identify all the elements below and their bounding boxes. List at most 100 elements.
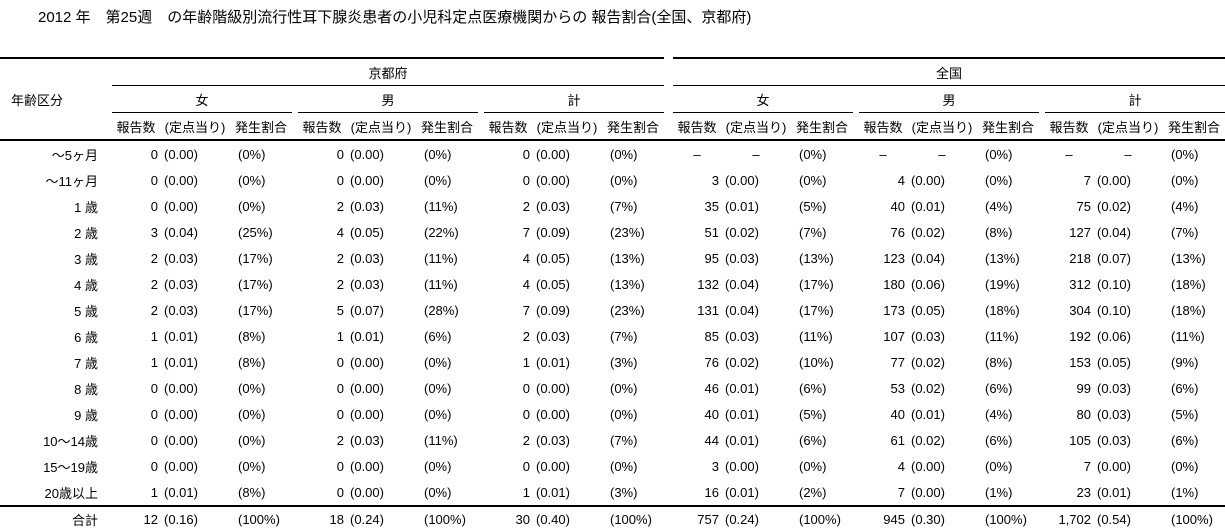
per-sentinel-cell: (0.03): [911, 328, 945, 344]
per-sentinel-cell: (0.02): [725, 224, 759, 240]
metric-header-reports: 報告数: [673, 112, 721, 141]
percent-cell: (5%): [799, 198, 827, 214]
percent-cell: (11%): [424, 250, 458, 266]
count-cell: 2: [336, 432, 344, 448]
gender-header-national-male: 男: [859, 85, 1039, 113]
count-cell: 0: [522, 406, 530, 422]
count-cell: 173: [883, 302, 905, 318]
count-cell: 77: [890, 354, 905, 370]
percent-cell: (18%): [1171, 276, 1206, 292]
per-sentinel-cell: (0.00): [164, 172, 198, 188]
percent-cell: (17%): [799, 276, 834, 292]
table-row: 20歳以上 1 (0.01) (8%) 0 (0.00) (0%) 1 (0.0…: [0, 479, 1225, 506]
per-sentinel-cell: (0.04): [911, 250, 945, 266]
per-sentinel-cell: (0.04): [725, 276, 759, 292]
percent-cell: (0%): [238, 172, 266, 188]
gender-header-kyoto-female: 女: [112, 85, 292, 113]
count-cell: –: [1065, 146, 1073, 162]
metric-header-reports: 報告数: [1045, 112, 1093, 141]
column-gap: [664, 323, 673, 349]
percent-cell: (11%): [424, 432, 458, 448]
table-row: ～5ヶ月 0 (0.00) (0%) 0 (0.00) (0%) 0 (0.00…: [0, 140, 1225, 167]
metric-header-reports: 報告数: [859, 112, 907, 141]
column-gap: [664, 112, 673, 141]
count-cell: 131: [697, 302, 719, 318]
percent-cell: (100%): [416, 505, 478, 528]
percent-cell: (0%): [610, 380, 638, 396]
count-cell: 0: [522, 380, 530, 396]
age-cell: ～11ヶ月: [45, 173, 99, 189]
percent-cell: (100%): [1163, 505, 1225, 528]
percent-cell: (0%): [610, 406, 638, 422]
per-sentinel-cell: (0.40): [532, 505, 602, 528]
count-cell: 0: [336, 406, 344, 422]
count-cell: 2: [336, 198, 344, 214]
percent-cell: (0%): [424, 406, 452, 422]
percent-cell: (11%): [985, 328, 1019, 344]
table-row: 1 歳 0 (0.00) (0%) 2 (0.03) (11%) 2 (0.03…: [0, 193, 1225, 219]
age-cell: ～5ヶ月: [51, 147, 98, 163]
column-gap: [664, 219, 673, 245]
per-sentinel-cell: (0.01): [911, 406, 945, 422]
percent-cell: (0%): [424, 458, 452, 474]
per-sentinel-cell: (0.03): [350, 250, 384, 266]
percent-cell: (23%): [610, 302, 645, 318]
count-cell: 1,702: [1045, 505, 1093, 528]
percent-cell: (13%): [985, 250, 1020, 266]
column-gap: [664, 86, 673, 113]
count-cell: 127: [1069, 224, 1091, 240]
per-sentinel-cell: (0.02): [1097, 198, 1131, 214]
count-cell: 40: [890, 406, 905, 422]
per-sentinel-cell: (0.09): [536, 224, 570, 240]
percent-cell: (28%): [424, 302, 459, 318]
count-cell: 0: [522, 146, 530, 162]
count-cell: 0: [336, 146, 344, 162]
count-cell: 2: [336, 276, 344, 292]
metric-header-reports: 報告数: [112, 112, 160, 141]
percent-cell: (8%): [238, 484, 266, 500]
percent-cell: (0%): [610, 172, 638, 188]
age-cell: 3 歳: [74, 251, 98, 267]
age-column-header: 年齢区分: [0, 57, 112, 141]
count-cell: 35: [704, 198, 719, 214]
percent-cell: (0%): [1171, 172, 1199, 188]
gender-header-national-female: 女: [673, 85, 853, 113]
count-cell: 46: [704, 380, 719, 396]
per-sentinel-cell: (0.03): [536, 432, 570, 448]
column-gap: [664, 375, 673, 401]
count-cell: 75: [1076, 198, 1091, 214]
per-sentinel-cell: (0.00): [350, 146, 384, 162]
percent-cell: (11%): [424, 198, 458, 214]
per-sentinel-cell: (0.00): [164, 146, 198, 162]
count-cell: 3: [711, 458, 719, 474]
column-gap: [292, 112, 298, 141]
per-sentinel-cell: (0.00): [911, 458, 945, 474]
age-cell: 5 歳: [74, 303, 98, 319]
percent-cell: (11%): [424, 276, 458, 292]
per-sentinel-cell: (0.00): [725, 458, 759, 474]
column-gap: [664, 271, 673, 297]
per-sentinel-cell: (0.00): [164, 198, 198, 214]
percent-cell: (6%): [799, 432, 827, 448]
count-cell: 53: [890, 380, 905, 396]
column-gap: [664, 193, 673, 219]
count-cell: 0: [150, 380, 158, 396]
age-cell: 8 歳: [74, 381, 98, 397]
per-sentinel-cell: (0.03): [164, 250, 198, 266]
percent-cell: (8%): [238, 354, 266, 370]
percent-cell: (5%): [799, 406, 827, 422]
count-cell: 1: [150, 484, 158, 500]
percent-cell: (0%): [238, 380, 266, 396]
count-cell: 4: [522, 250, 530, 266]
percent-cell: (7%): [610, 432, 638, 448]
per-sentinel-cell: (0.01): [725, 406, 759, 422]
per-sentinel-cell: (0.01): [350, 328, 384, 344]
metric-header-per-sentinel: (定点当り): [907, 112, 977, 141]
count-cell: 0: [150, 406, 158, 422]
percent-cell: (0%): [424, 484, 452, 500]
percent-cell: (9%): [1171, 354, 1199, 370]
percent-cell: (7%): [1171, 224, 1199, 240]
count-cell: 4: [897, 172, 905, 188]
table-row: ～11ヶ月 0 (0.00) (0%) 0 (0.00) (0%) 0 (0.0…: [0, 167, 1225, 193]
per-sentinel-cell: (0.01): [725, 484, 759, 500]
